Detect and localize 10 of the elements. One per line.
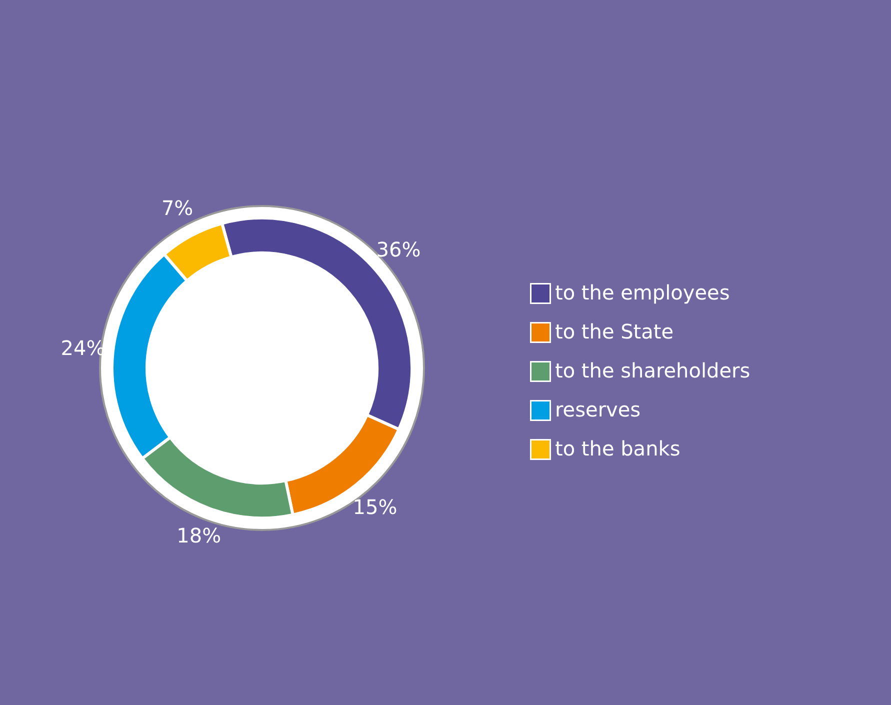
legend-label: to the shareholders <box>555 358 750 382</box>
legend-label: to the State <box>555 320 674 344</box>
data-label: 18% <box>176 524 222 548</box>
data-label: 7% <box>161 196 194 220</box>
legend-label: reserves <box>555 398 641 422</box>
data-label: 15% <box>352 495 398 520</box>
data-label: 36% <box>376 238 421 262</box>
legend-label: to the employees <box>555 280 730 304</box>
legend-label: to the banks <box>555 436 680 460</box>
data-label: 24% <box>60 336 106 360</box>
